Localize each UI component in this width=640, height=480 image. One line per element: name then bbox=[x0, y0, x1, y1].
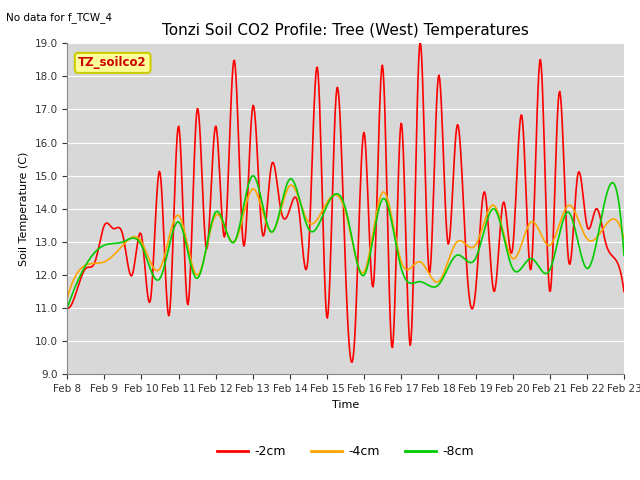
Text: TZ_soilco2: TZ_soilco2 bbox=[78, 56, 147, 70]
-8cm bbox=[131, 235, 138, 241]
-8cm bbox=[74, 279, 81, 285]
-4cm bbox=[287, 182, 295, 188]
-2cm bbox=[414, 77, 422, 83]
Y-axis label: Soil Temperature (C): Soil Temperature (C) bbox=[19, 152, 29, 266]
-8cm bbox=[217, 212, 225, 218]
-4cm bbox=[63, 295, 71, 301]
-2cm bbox=[431, 144, 439, 149]
Line: -4cm: -4cm bbox=[67, 185, 624, 298]
-8cm bbox=[620, 252, 628, 258]
-2cm bbox=[131, 261, 138, 266]
-4cm bbox=[217, 215, 225, 220]
Title: Tonzi Soil CO2 Profile: Tree (West) Temperatures: Tonzi Soil CO2 Profile: Tree (West) Temp… bbox=[162, 23, 529, 38]
-4cm bbox=[431, 278, 438, 284]
Line: -8cm: -8cm bbox=[67, 176, 624, 308]
-4cm bbox=[414, 259, 422, 265]
-4cm bbox=[188, 258, 195, 264]
-2cm bbox=[74, 286, 81, 292]
-2cm bbox=[620, 288, 628, 294]
Line: -2cm: -2cm bbox=[67, 42, 624, 362]
X-axis label: Time: Time bbox=[332, 400, 359, 409]
Legend: -2cm, -4cm, -8cm: -2cm, -4cm, -8cm bbox=[212, 440, 479, 463]
-4cm bbox=[620, 236, 628, 241]
-8cm bbox=[249, 173, 257, 179]
-4cm bbox=[74, 270, 81, 276]
-8cm bbox=[188, 263, 195, 268]
-4cm bbox=[131, 234, 138, 240]
-2cm bbox=[188, 250, 195, 256]
-2cm bbox=[417, 39, 424, 45]
-2cm bbox=[217, 188, 225, 193]
-8cm bbox=[63, 305, 71, 311]
-2cm bbox=[348, 359, 355, 365]
-2cm bbox=[63, 305, 71, 311]
-8cm bbox=[431, 284, 438, 290]
Text: No data for f_TCW_4: No data for f_TCW_4 bbox=[6, 12, 113, 23]
-8cm bbox=[414, 279, 422, 285]
